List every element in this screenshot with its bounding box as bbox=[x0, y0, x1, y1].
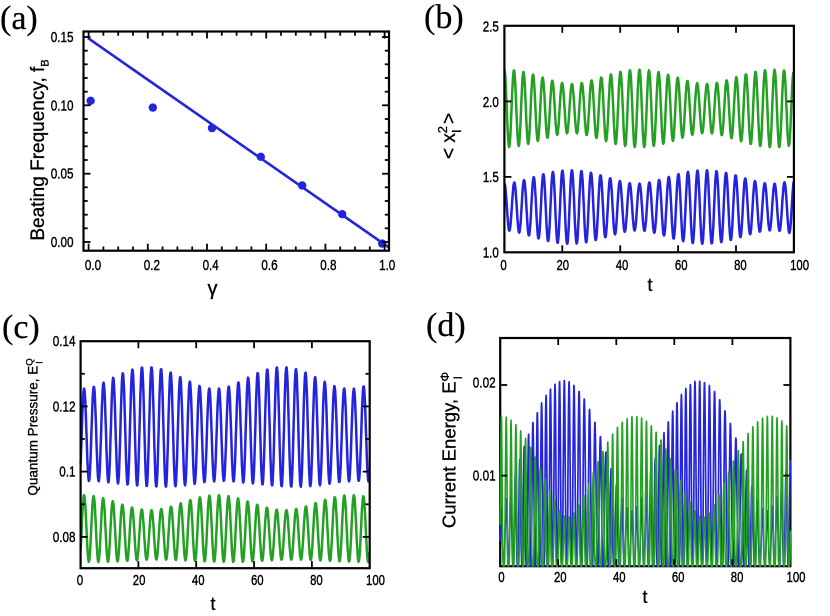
svg-text:0.05: 0.05 bbox=[51, 166, 74, 183]
svg-text:60: 60 bbox=[251, 572, 264, 589]
svg-text:60: 60 bbox=[675, 257, 688, 274]
svg-text:0.00: 0.00 bbox=[51, 234, 74, 251]
svg-text:80: 80 bbox=[731, 569, 744, 586]
svg-text:20: 20 bbox=[557, 257, 570, 274]
svg-text:80: 80 bbox=[734, 257, 747, 274]
svg-text:100: 100 bbox=[787, 569, 806, 586]
svg-text:t: t bbox=[210, 594, 215, 614]
svg-text:0.0: 0.0 bbox=[85, 257, 101, 274]
svg-text:0.12: 0.12 bbox=[53, 398, 76, 415]
svg-text:0.2: 0.2 bbox=[144, 257, 160, 274]
svg-text:Beating Frequency, fB: Beating Frequency, fB bbox=[28, 59, 52, 240]
svg-text:< x2I >: < x2I > bbox=[435, 113, 464, 159]
svg-text:t: t bbox=[647, 275, 652, 295]
svg-text:100: 100 bbox=[366, 572, 385, 589]
svg-text:0.08: 0.08 bbox=[53, 529, 76, 546]
svg-text:100: 100 bbox=[790, 257, 809, 274]
svg-text:60: 60 bbox=[672, 569, 685, 586]
svg-text:40: 40 bbox=[616, 257, 629, 274]
svg-text:20: 20 bbox=[133, 572, 146, 589]
svg-text:0.14: 0.14 bbox=[53, 333, 76, 350]
svg-text:2.5: 2.5 bbox=[483, 19, 499, 36]
svg-text:(c): (c) bbox=[2, 309, 40, 346]
svg-text:40: 40 bbox=[613, 569, 626, 586]
svg-text:0.02: 0.02 bbox=[473, 375, 496, 392]
svg-text:(a): (a) bbox=[0, 0, 38, 37]
svg-text:1.5: 1.5 bbox=[483, 169, 499, 186]
svg-text:0.10: 0.10 bbox=[51, 97, 74, 114]
svg-text:2.0: 2.0 bbox=[483, 94, 499, 111]
svg-text:(b): (b) bbox=[424, 0, 464, 36]
svg-text:1.0: 1.0 bbox=[379, 257, 395, 274]
svg-text:γ: γ bbox=[208, 278, 218, 300]
svg-text:40: 40 bbox=[192, 572, 205, 589]
svg-text:0: 0 bbox=[498, 569, 504, 586]
svg-text:20: 20 bbox=[554, 569, 567, 586]
svg-text:0.01: 0.01 bbox=[473, 468, 496, 485]
svg-text:Quantum Pressure, EQI: Quantum Pressure, EQI bbox=[25, 358, 46, 495]
svg-text:0.8: 0.8 bbox=[320, 257, 336, 274]
svg-text:t: t bbox=[642, 587, 647, 607]
svg-text:(d): (d) bbox=[426, 307, 466, 344]
svg-text:0: 0 bbox=[500, 257, 506, 274]
svg-text:1.0: 1.0 bbox=[483, 244, 499, 261]
svg-text:0.6: 0.6 bbox=[261, 257, 277, 274]
svg-text:0: 0 bbox=[77, 572, 83, 589]
svg-text:0.15: 0.15 bbox=[51, 29, 74, 46]
svg-text:80: 80 bbox=[310, 572, 323, 589]
svg-text:0.1: 0.1 bbox=[59, 464, 75, 481]
svg-text:0.4: 0.4 bbox=[203, 257, 219, 274]
